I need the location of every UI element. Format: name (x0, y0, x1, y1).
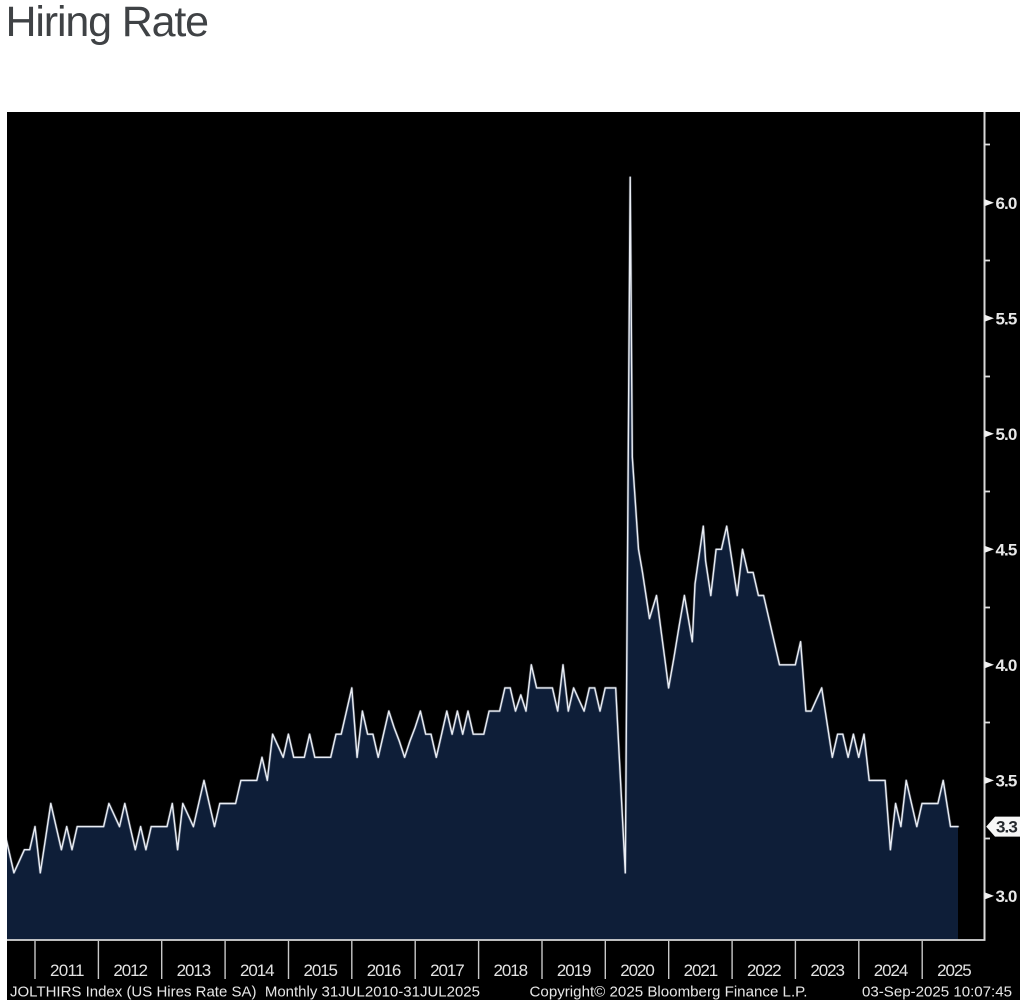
svg-text:2023: 2023 (810, 961, 844, 980)
svg-text:2017: 2017 (430, 961, 464, 980)
svg-text:4.5: 4.5 (996, 540, 1017, 559)
svg-text:2018: 2018 (494, 961, 528, 980)
svg-text:2011: 2011 (50, 961, 84, 980)
svg-text:2016: 2016 (367, 961, 401, 980)
svg-text:3.5: 3.5 (996, 772, 1017, 791)
svg-text:2015: 2015 (303, 961, 337, 980)
svg-text:3.3: 3.3 (996, 818, 1017, 837)
svg-text:Copyright© 2025 Bloomberg Fina: Copyright© 2025 Bloomberg Finance L.P. (530, 984, 808, 1001)
svg-text:2020: 2020 (620, 961, 654, 980)
svg-text:2019: 2019 (557, 961, 591, 980)
svg-text:3.0: 3.0 (996, 887, 1017, 906)
svg-text:2012: 2012 (113, 961, 147, 980)
svg-text:5.0: 5.0 (996, 425, 1017, 444)
svg-text:03-Sep-2025 10:07:45: 03-Sep-2025 10:07:45 (862, 984, 1012, 1001)
svg-text:5.5: 5.5 (996, 309, 1017, 328)
svg-text:4.0: 4.0 (996, 656, 1017, 675)
svg-text:2025: 2025 (937, 961, 971, 980)
svg-text:2022: 2022 (747, 961, 781, 980)
svg-text:2021: 2021 (684, 961, 718, 980)
svg-text:2024: 2024 (874, 961, 908, 980)
svg-text:2013: 2013 (177, 961, 211, 980)
svg-text:2014: 2014 (240, 961, 274, 980)
svg-text:JOLTHIRS Index (US Hires Rate: JOLTHIRS Index (US Hires Rate SA) Monthl… (10, 984, 480, 1001)
svg-text:6.0: 6.0 (996, 194, 1017, 213)
